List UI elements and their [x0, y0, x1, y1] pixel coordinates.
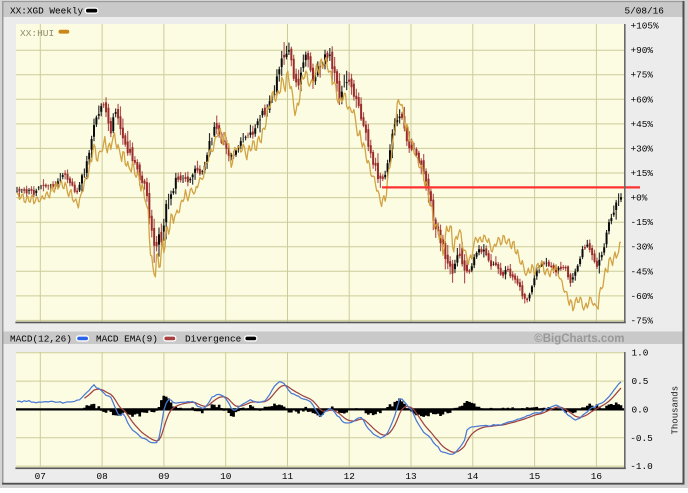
svg-text:Divergence: Divergence: [185, 334, 242, 345]
svg-text:-60%: -60%: [631, 291, 654, 302]
svg-text:0.0: 0.0: [632, 404, 649, 415]
svg-text:11: 11: [282, 471, 294, 482]
svg-text:5/08/16: 5/08/16: [625, 6, 665, 17]
svg-text:+45%: +45%: [631, 119, 654, 130]
svg-text:07: 07: [35, 471, 46, 482]
svg-text:12: 12: [344, 471, 355, 482]
svg-text:+30%: +30%: [631, 143, 654, 154]
svg-text:-0.5: -0.5: [630, 433, 653, 444]
svg-text:09: 09: [158, 471, 169, 482]
svg-text:1.0: 1.0: [632, 348, 649, 359]
svg-text:+15%: +15%: [631, 168, 654, 179]
svg-text:+75%: +75%: [631, 70, 654, 81]
svg-text:-45%: -45%: [631, 266, 654, 277]
svg-text:13: 13: [405, 471, 417, 482]
svg-text:16: 16: [591, 471, 603, 482]
svg-text:14: 14: [467, 471, 479, 482]
svg-text:15: 15: [529, 471, 541, 482]
svg-text:0.5: 0.5: [632, 376, 649, 387]
svg-text:Thousands: Thousands: [671, 386, 681, 435]
svg-text:08: 08: [96, 471, 108, 482]
svg-text:©BigCharts.com: ©BigCharts.com: [534, 333, 624, 345]
svg-text:MACD EMA(9): MACD EMA(9): [96, 334, 158, 345]
svg-text:-15%: -15%: [631, 217, 654, 228]
svg-text:-30%: -30%: [631, 242, 654, 253]
svg-text:MACD(12,26): MACD(12,26): [10, 334, 72, 345]
svg-text:10: 10: [220, 471, 232, 482]
svg-text:+90%: +90%: [631, 45, 654, 56]
svg-text:XX:XGD Weekly: XX:XGD Weekly: [10, 6, 84, 17]
svg-text:XX:HUI: XX:HUI: [20, 28, 54, 39]
svg-text:+0%: +0%: [631, 193, 648, 204]
svg-text:-1.0: -1.0: [630, 461, 653, 472]
svg-text:-75%: -75%: [631, 315, 654, 326]
svg-text:+105%: +105%: [631, 21, 660, 32]
svg-text:+60%: +60%: [631, 94, 654, 105]
